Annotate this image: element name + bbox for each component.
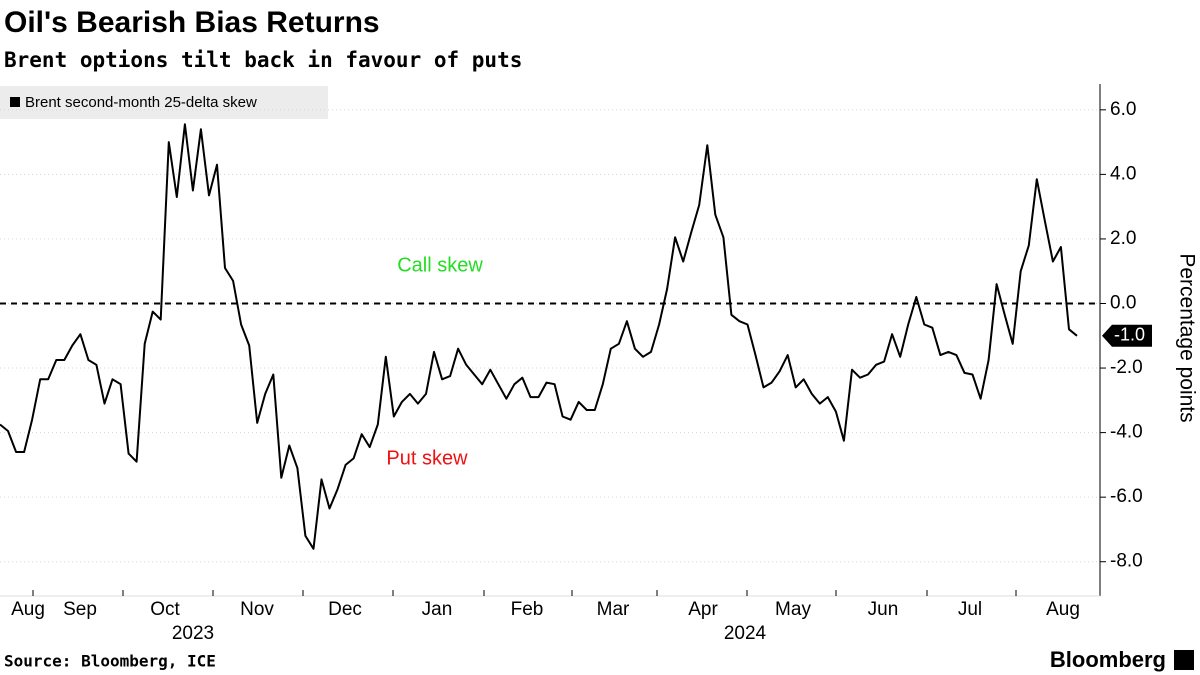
- x-tick-label: May: [775, 599, 811, 620]
- x-tick-label: Apr: [688, 599, 718, 620]
- chart-title: Oil's Bearish Bias Returns: [4, 6, 380, 39]
- x-tick-label: Jul: [958, 599, 982, 620]
- y-tick-label: -8.0: [1110, 551, 1143, 572]
- brand: Bloomberg: [1050, 647, 1166, 672]
- y-tick-label: -4.0: [1110, 422, 1143, 443]
- y-tick-label: -6.0: [1110, 486, 1143, 507]
- x-tick-label: Feb: [511, 599, 544, 620]
- legend-label: Brent second-month 25-delta skew: [25, 94, 257, 111]
- chart-subtitle: Brent options tilt back in favour of put…: [4, 48, 522, 72]
- x-tick-label: Aug: [11, 599, 45, 620]
- value-label-box: [1102, 324, 1152, 347]
- y-tick-label: 2.0: [1110, 228, 1136, 249]
- legend-swatch: [10, 97, 20, 107]
- x-tick-label: Nov: [240, 599, 274, 620]
- x-tick-label: Oct: [150, 599, 180, 620]
- y-tick-label: -2.0: [1110, 357, 1143, 378]
- annotation: Call skew: [397, 254, 483, 276]
- year-label: 2024: [724, 623, 767, 644]
- y-tick-label: 0.0: [1110, 293, 1136, 314]
- x-tick-label: Sep: [63, 599, 97, 620]
- y-tick-label: 4.0: [1110, 163, 1136, 184]
- line-series: [0, 123, 1078, 550]
- legend-box: [0, 86, 328, 119]
- y-tick-label: 6.0: [1110, 99, 1136, 120]
- brand-icon: [1174, 650, 1194, 670]
- x-tick-label: Jan: [422, 599, 453, 620]
- y-axis-title: Percentage points: [1175, 253, 1198, 422]
- x-tick-label: Dec: [328, 599, 362, 620]
- value-label: -1.0: [1114, 325, 1145, 345]
- year-label: 2023: [172, 623, 214, 644]
- source: Source: Bloomberg, ICE: [4, 652, 216, 671]
- x-tick-label: Jun: [868, 599, 899, 620]
- annotation: Put skew: [386, 447, 468, 469]
- x-tick-label: Mar: [597, 599, 630, 620]
- x-tick-label: Aug: [1046, 599, 1080, 620]
